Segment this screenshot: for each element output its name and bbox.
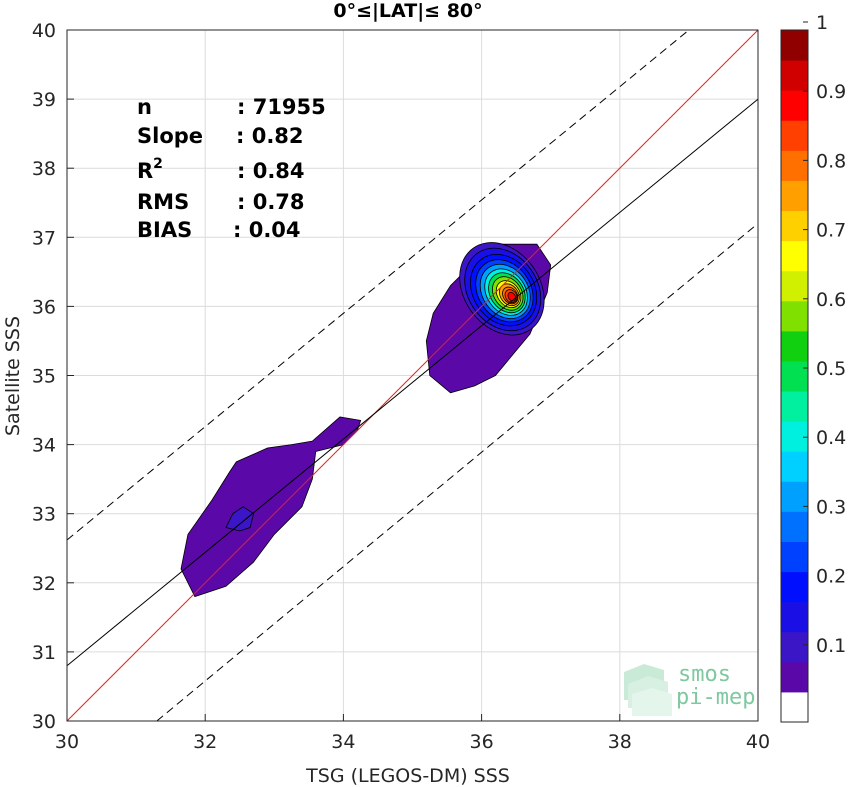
colorbar-segment: [781, 90, 808, 121]
smos-pi-mep-logo: smos pi-mep: [624, 662, 755, 716]
colorbar-segment: [781, 631, 808, 663]
logo-wave-icon: [624, 664, 672, 716]
y-axis-label: Satellite SSS: [2, 316, 24, 436]
colorbar-segment: [781, 150, 808, 181]
stat-label: RMS: [137, 190, 189, 214]
statistics-panel: n : 71955 Slope : 0.82 R2 : 0.84 RMS : 0.78 BIAS…: [137, 95, 326, 242]
colorbar-segment: [781, 691, 808, 723]
contour-low-cluster: [180, 416, 362, 598]
colorbar-segment: [781, 300, 808, 332]
colorbar-tick-label: 0.1: [816, 635, 846, 657]
colorbar-tick-label: 0.5: [816, 358, 846, 380]
reference-line-1-1: [66, 29, 759, 722]
y-tick-label: 40: [32, 20, 56, 42]
y-tick-label: 32: [32, 573, 56, 595]
stat-value: : 0.78: [237, 190, 305, 214]
stat-value: : 0.84: [237, 159, 305, 183]
reference-line-lower: [156, 223, 759, 722]
colorbar-segment: [781, 120, 808, 151]
x-tick-label: 32: [193, 731, 217, 753]
y-tick-label: 36: [32, 296, 56, 318]
x-tick-label: 30: [55, 731, 79, 753]
colorbar-tick-label: 0.4: [816, 427, 846, 449]
y-tick-label: 39: [32, 89, 56, 111]
colorbar-frame: [780, 29, 809, 723]
colorbar-tick-label: 0.8: [816, 150, 846, 172]
y-tick-label: 35: [32, 366, 56, 388]
colorbar-segment: [781, 180, 808, 212]
colorbar-tick-label: 0.3: [816, 496, 846, 518]
colorbar-segment: [781, 481, 808, 512]
colorbar-segment: [781, 30, 808, 61]
colorbar-segment: [781, 661, 808, 693]
x-axis-label: TSG (LEGOS-DM) SSS: [305, 765, 510, 787]
logo-text-smos: smos: [678, 662, 731, 687]
colorbar-segment: [781, 60, 808, 91]
x-tick-label: 36: [470, 731, 494, 753]
y-tick-label: 37: [32, 227, 56, 249]
stat-value: : 0.82: [236, 124, 304, 148]
x-tick-label: 34: [331, 731, 355, 753]
colorbar-segment: [781, 541, 808, 573]
colorbar-segment: [781, 571, 808, 603]
x-tick-label: 40: [746, 731, 770, 753]
stat-label: n: [137, 95, 152, 119]
stat-value: : 0.04: [233, 218, 301, 242]
colorbar-segment: [781, 360, 808, 392]
colorbar-tick-label: 0.9: [816, 81, 846, 103]
density-contours: [180, 242, 552, 598]
logo-text-pi-mep: pi-mep: [676, 685, 755, 710]
y-tick-label: 30: [32, 711, 56, 733]
stat-label: Slope: [137, 124, 203, 148]
colorbar-segment: [781, 240, 808, 272]
colorbar-segment: [781, 421, 808, 452]
colorbar-segment: [781, 451, 808, 482]
reference-line-upper: [66, 29, 690, 541]
colorbar-tick-label: 0.6: [816, 289, 846, 311]
x-tick-label: 38: [608, 731, 632, 753]
contour-low-cluster-inner: [225, 506, 255, 532]
colorbar-tick-label: 1: [816, 12, 828, 34]
colorbar-tick-label: 0.7: [816, 220, 846, 242]
colorbar-tick-label: 0.2: [816, 566, 846, 588]
y-tick-label: 38: [32, 158, 56, 180]
x-axis-ticks: 30 32 34 36 38 40: [55, 714, 770, 753]
colorbar-segment: [781, 270, 808, 302]
y-tick-label: 33: [32, 504, 56, 526]
chart-title: 0°≤|LAT|≤ 80°: [333, 0, 482, 22]
colorbar-segment: [781, 511, 808, 542]
colorbar-segment: [781, 391, 808, 422]
colorbar-segment: [781, 210, 808, 242]
reference-lines: [66, 29, 759, 722]
stat-label: R2: [137, 156, 163, 183]
colorbar-segment: [781, 601, 808, 633]
y-axis-ticks: 30 31 32 33 34 35 36 37 38 39 40: [32, 20, 74, 733]
stat-label: BIAS: [137, 218, 192, 242]
colorbar: 0.1 0.2 0.3 0.4 0.5 0.6 0.7 0.8 0.9 1: [780, 12, 846, 723]
y-tick-label: 31: [32, 642, 56, 664]
stat-value: : 71955: [237, 95, 326, 119]
y-tick-label: 34: [32, 435, 56, 457]
colorbar-segment: [781, 330, 808, 362]
reference-line-fit: [66, 98, 759, 667]
